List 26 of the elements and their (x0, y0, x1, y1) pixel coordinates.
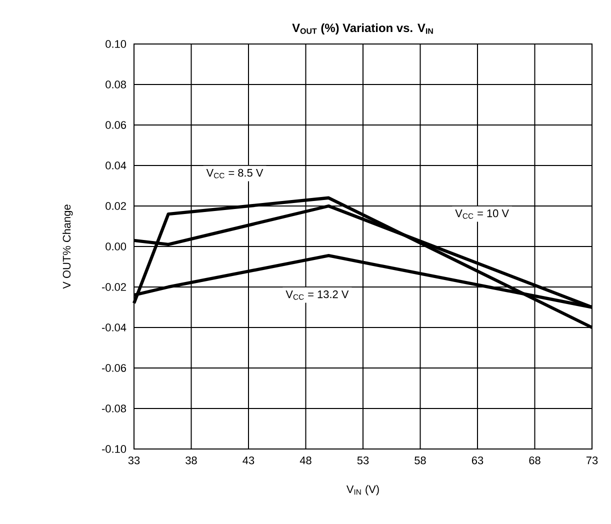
y-tick-label: -0.06 (102, 364, 126, 372)
annotation: V$_{CC}$ = 8.5 V (206, 168, 264, 178)
y-tick-label: 0.06 (106, 121, 126, 129)
y-tick-label: -0.08 (102, 404, 126, 412)
x-axis-title: V$_{IN}$ (V) (346, 485, 379, 496)
y-tick-label: 0.02 (106, 202, 126, 210)
y-axis-title: V OUT% Change (62, 204, 73, 289)
x-tick-label: 63 (472, 456, 484, 464)
y-tick-label: 0.10 (106, 40, 126, 48)
chart-title: V$_{OUT}$ (%) Variation vs. V$_{IN}$ (292, 23, 433, 34)
y-tick-label: -0.04 (102, 324, 126, 332)
x-tick-label: 38 (186, 456, 197, 464)
x-tick-label: 68 (529, 456, 540, 464)
x-tick-label: 48 (300, 456, 312, 464)
x-tick-label: 33 (128, 456, 140, 464)
y-tick-label: -0.02 (102, 283, 126, 291)
y-tick-label: 0.04 (106, 162, 126, 170)
x-tick-label: 43 (242, 456, 254, 464)
annotation: V$_{CC}$ = 13.2 V (286, 290, 349, 300)
y-tick-label: 0.00 (106, 242, 126, 250)
y-tick-label: -0.10 (102, 445, 126, 453)
y-tick-label: 0.08 (106, 80, 126, 88)
x-tick-label: 73 (586, 456, 598, 464)
annotation: V$_{CC}$ = 10 V (455, 209, 509, 219)
x-tick-label: 58 (414, 456, 426, 464)
x-tick-label: 53 (357, 456, 369, 464)
